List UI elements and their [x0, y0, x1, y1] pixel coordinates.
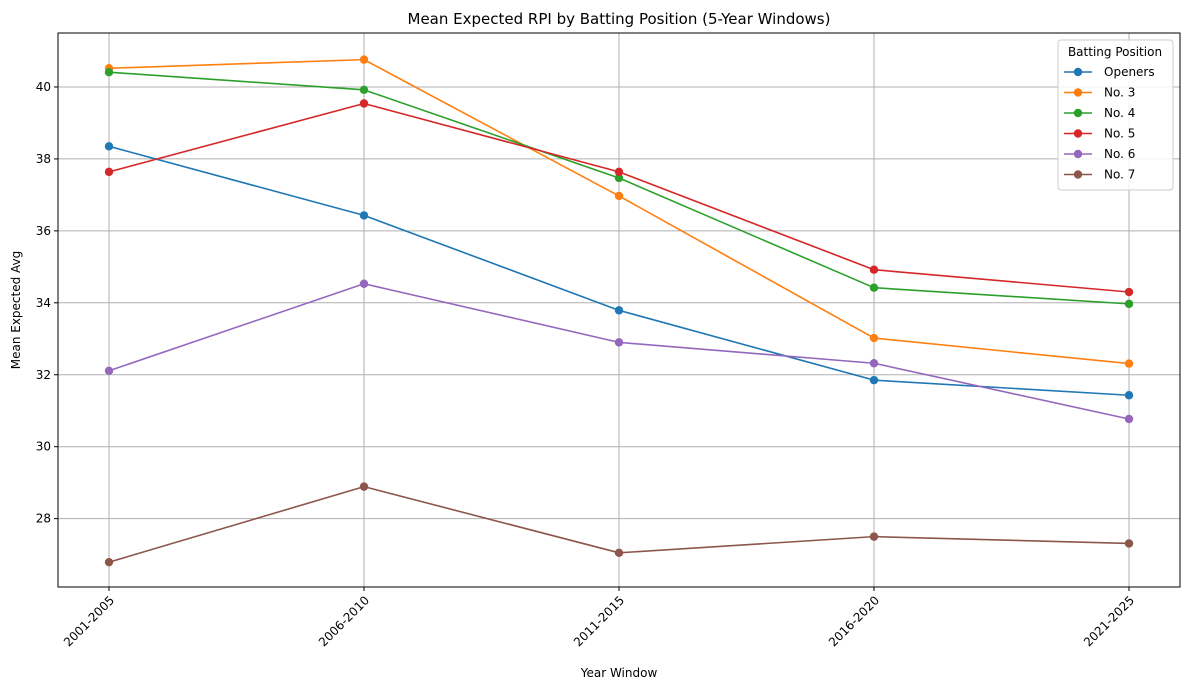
data-point [359, 99, 369, 108]
data-point [614, 167, 624, 177]
data-point [869, 532, 879, 541]
x-tick-label: 2021-2025 [1081, 593, 1137, 649]
y-axis: 28 30 32 34 36 38 40 [36, 80, 58, 526]
y-tick-label: 28 [36, 512, 51, 526]
data-point [359, 482, 369, 491]
legend-swatch-marker [1073, 149, 1083, 159]
y-tick-label: 40 [36, 80, 51, 94]
legend-box [1057, 39, 1174, 191]
y-tick-label: 38 [36, 152, 51, 166]
data-point [614, 173, 624, 183]
legend-swatch-marker [1073, 88, 1083, 97]
data-point [614, 548, 624, 558]
legend-item-label: No. 7 [1104, 168, 1135, 182]
data-point [359, 211, 369, 220]
data-point [104, 142, 114, 151]
data-point [614, 191, 624, 201]
x-axis: 2001-2005 2006-2010 2011-2015 2016-2020 2021… [61, 587, 1137, 649]
y-axis-label: Mean Expected Avg [9, 251, 23, 370]
legend-swatch-marker [1073, 67, 1083, 77]
legend-item-label: Openers [1104, 65, 1155, 79]
data-point [104, 68, 114, 77]
data-point [869, 333, 879, 343]
chart-title: Mean Expected RPI by Batting Position (5… [408, 10, 831, 28]
legend: Batting Position Openers No. 3 No. 4 No. 5 N… [1057, 39, 1174, 191]
legend-item-label: No. 3 [1104, 86, 1135, 100]
data-point [869, 359, 879, 368]
y-tick-label: 32 [36, 368, 51, 382]
data-point [1124, 287, 1134, 297]
data-point [1124, 299, 1134, 309]
legend-swatch-marker [1073, 129, 1083, 138]
data-point [1124, 414, 1134, 424]
legend-title: Batting Position [1068, 45, 1162, 59]
data-point [869, 283, 879, 292]
data-point [1124, 359, 1134, 368]
legend-item-label: No. 6 [1104, 147, 1135, 161]
data-point [869, 265, 879, 274]
legend-swatch-marker [1073, 108, 1083, 118]
data-point [869, 375, 879, 385]
data-point [614, 338, 624, 347]
data-point [104, 366, 114, 375]
x-tick-label: 2001-2005 [61, 593, 117, 649]
data-point [104, 557, 114, 567]
x-axis-label: Year Window [580, 666, 658, 680]
y-tick-label: 36 [36, 224, 51, 238]
series-points [104, 55, 1134, 567]
legend-swatch-marker [1073, 170, 1083, 179]
x-tick-label: 2016-2020 [826, 593, 882, 649]
data-point [359, 55, 369, 64]
y-tick-label: 30 [36, 440, 51, 454]
x-tick-label: 2006-2010 [316, 593, 372, 649]
data-point [614, 306, 624, 315]
data-point [1124, 539, 1134, 548]
data-point [104, 167, 114, 177]
data-point [1124, 391, 1134, 400]
x-tick-label: 2011-2015 [571, 593, 627, 649]
y-tick-label: 34 [36, 296, 51, 310]
legend-item-label: No. 4 [1104, 106, 1135, 120]
data-point [359, 279, 369, 288]
data-point [359, 85, 369, 95]
legend-item-label: No. 5 [1104, 127, 1135, 141]
